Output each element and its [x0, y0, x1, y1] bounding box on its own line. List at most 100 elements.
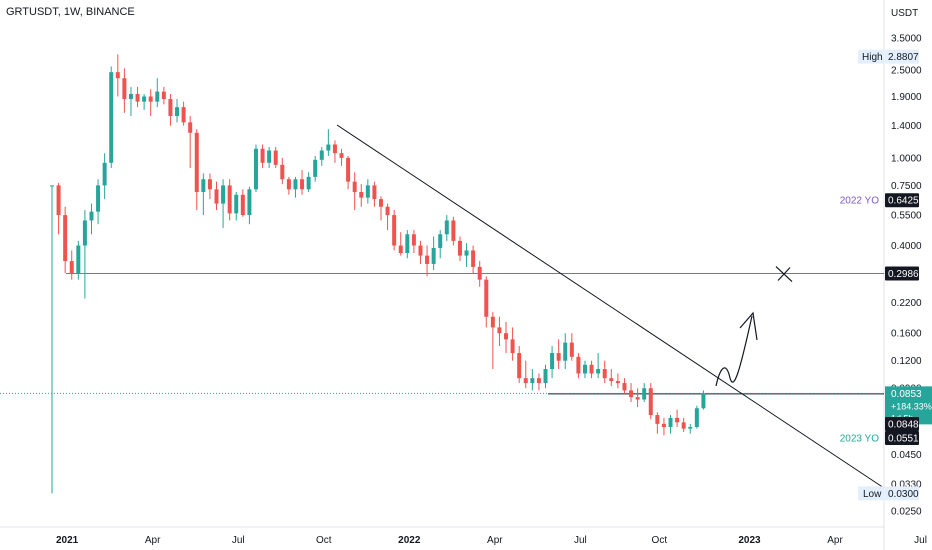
candle-body [135, 93, 140, 102]
candle-body [438, 234, 443, 248]
candle-body [602, 369, 607, 379]
y-tick-label: 1.9000 [891, 92, 922, 103]
x-tick-label: Apr [487, 535, 503, 546]
x-tick-label: 2022 [398, 535, 421, 546]
candle-body [490, 316, 495, 328]
candle-body [56, 185, 61, 216]
candle-body [675, 417, 680, 423]
candle-body [194, 132, 199, 193]
candle-body [510, 339, 515, 354]
candle-body [392, 215, 397, 246]
candle-body [477, 266, 482, 280]
candle-body [425, 255, 430, 264]
candle-body [122, 78, 127, 100]
x-tick-label: Jul [232, 535, 245, 546]
y-tick-label: 0.1600 [891, 329, 922, 340]
candle-body [359, 192, 364, 198]
candle-body [451, 220, 456, 241]
candle-body [576, 356, 581, 374]
support-value: 0.0848 [888, 420, 919, 431]
y-tick-label: 1.4000 [891, 121, 922, 132]
low-label-bg [858, 486, 884, 501]
candle-body [69, 261, 74, 274]
high-label: High [862, 52, 883, 63]
candle-body [234, 194, 239, 214]
candle-body [655, 415, 660, 424]
y-tick-label: 3.5000 [891, 34, 922, 45]
descending-trendline [336, 124, 885, 489]
candle-body [688, 427, 693, 429]
yo-2022-value-bg [885, 193, 919, 208]
candle-body [694, 408, 699, 428]
x-tick-label: Jul [914, 535, 927, 546]
candle-body [280, 164, 285, 180]
candle-body [50, 185, 54, 187]
candle-body [556, 353, 561, 361]
y-tick-label: 0.0330 [891, 480, 922, 491]
candle-body [701, 393, 706, 409]
y-tick-label: 0.0450 [891, 450, 922, 461]
high-value-bg [885, 49, 919, 64]
axis-currency-label: USDT [891, 8, 918, 19]
candle-body [629, 390, 634, 398]
candle-body [188, 122, 193, 133]
candle-body [517, 353, 522, 379]
candle-body [128, 93, 133, 100]
candle-body [372, 185, 377, 200]
candle-body [313, 159, 318, 177]
y-tick-label: 2.5000 [891, 66, 922, 77]
x-mark-drawing [775, 266, 793, 282]
x-tick-label: 2021 [56, 535, 79, 546]
candle-body [405, 234, 410, 253]
candle-body [622, 383, 627, 391]
candle-body [319, 150, 324, 160]
candle-body [484, 279, 489, 317]
candle-body [431, 247, 436, 264]
candle-body [596, 369, 601, 374]
candle-body [536, 378, 541, 384]
candle-body [142, 96, 147, 102]
candle-body [411, 234, 416, 246]
x-tick-label: Apr [827, 535, 843, 546]
candle-body [642, 388, 647, 400]
candle-body [63, 215, 68, 262]
candle-body [668, 417, 673, 428]
yo-2023-value: 0.0551 [888, 434, 919, 445]
candle-body [444, 220, 449, 235]
candle-body [569, 342, 574, 357]
candle-body [161, 91, 166, 100]
candle-body [207, 179, 212, 190]
upward-arrow-drawing [715, 311, 758, 387]
yo-2022-label: 2022 YO [840, 196, 880, 207]
resistance-value-bg [885, 266, 919, 281]
y-tick-label: 1.0000 [891, 153, 922, 164]
x-tick-label: Oct [652, 535, 668, 546]
candle-body [214, 189, 219, 204]
candle-body [385, 206, 390, 216]
candle-body [615, 381, 620, 384]
support-value-bg [885, 417, 919, 431]
candle-body [352, 181, 357, 193]
candle-body [76, 245, 81, 274]
candle-body [550, 353, 555, 370]
high-label-bg [858, 49, 884, 64]
candle-body [379, 199, 383, 207]
candle-body [115, 72, 120, 79]
y-tick-label: 0.4000 [891, 241, 922, 252]
price-change: +184.33% [891, 401, 932, 411]
candle-body [418, 245, 423, 256]
y-tick-label: 0.2200 [891, 298, 922, 309]
candle-body [457, 240, 462, 256]
candle-body [240, 194, 245, 216]
candle-body [497, 327, 502, 334]
low-value: 0.0300 [888, 489, 919, 500]
y-tick-label: 0.5500 [891, 211, 922, 222]
x-tick-label: Apr [145, 535, 161, 546]
candle-body [589, 364, 594, 374]
candle-body [148, 96, 153, 102]
yo-2022-value: 0.6425 [888, 196, 919, 207]
candle-body [306, 176, 311, 190]
candle-body [260, 148, 265, 163]
candle-body [471, 250, 476, 267]
